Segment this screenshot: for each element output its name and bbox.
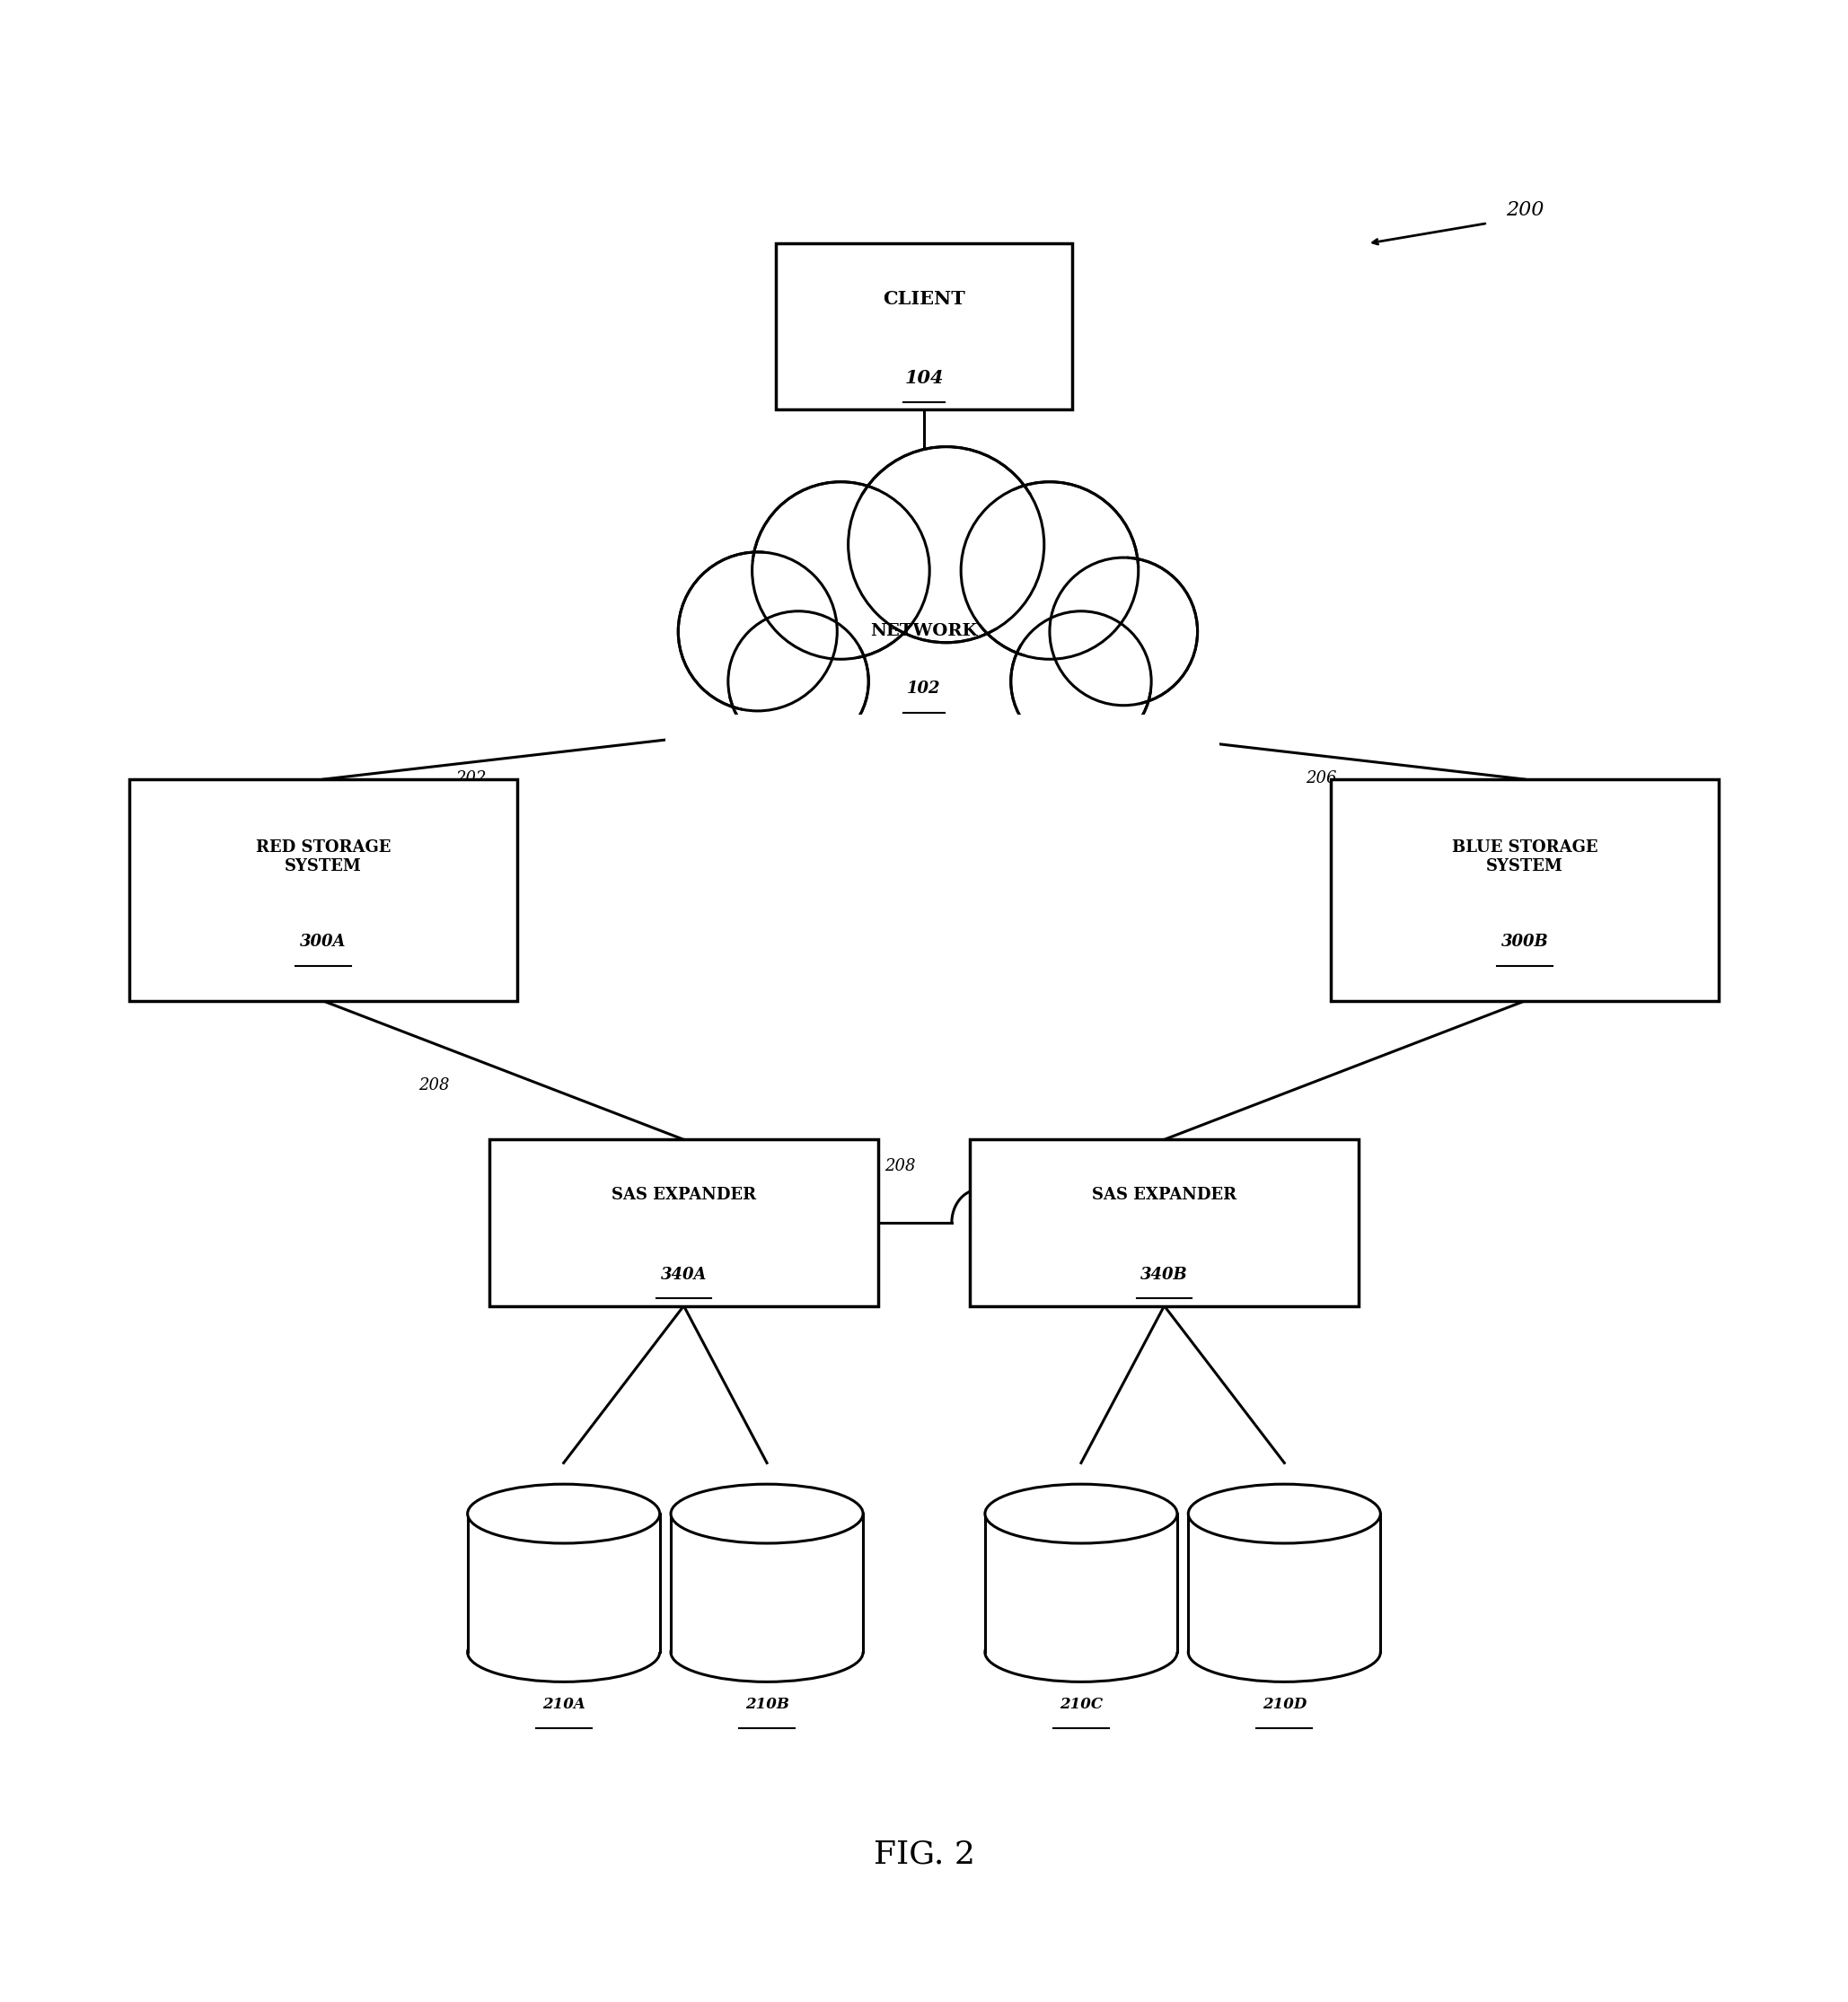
Text: 202: 202	[456, 771, 486, 787]
Text: 208: 208	[419, 1077, 449, 1093]
Circle shape	[737, 619, 859, 743]
Text: 200: 200	[1506, 200, 1543, 220]
Circle shape	[752, 482, 930, 659]
Polygon shape	[468, 1514, 660, 1652]
Text: 104: 104	[904, 370, 944, 386]
FancyBboxPatch shape	[129, 779, 517, 1001]
Ellipse shape	[1188, 1483, 1380, 1544]
Circle shape	[1059, 567, 1188, 697]
Text: NETWORK: NETWORK	[870, 623, 978, 639]
Circle shape	[728, 611, 869, 751]
FancyBboxPatch shape	[776, 244, 1072, 410]
Circle shape	[1020, 619, 1142, 743]
Polygon shape	[985, 1514, 1177, 1652]
Polygon shape	[665, 715, 1220, 789]
Text: 208: 208	[885, 1159, 915, 1175]
Text: 300B: 300B	[1501, 933, 1549, 951]
Polygon shape	[671, 1514, 863, 1652]
Ellipse shape	[1188, 1624, 1380, 1682]
Text: FIG. 2: FIG. 2	[874, 1840, 974, 1870]
Text: SAS EXPANDER: SAS EXPANDER	[1092, 1187, 1236, 1203]
Text: 210A: 210A	[541, 1696, 586, 1712]
Text: CLIENT: CLIENT	[883, 290, 965, 308]
Ellipse shape	[468, 1624, 660, 1682]
Circle shape	[859, 458, 1033, 631]
Circle shape	[961, 482, 1138, 659]
FancyBboxPatch shape	[1331, 779, 1719, 1001]
Ellipse shape	[985, 1624, 1177, 1682]
Text: 206: 206	[1307, 771, 1336, 787]
Circle shape	[1011, 611, 1151, 751]
Text: 300A: 300A	[299, 933, 347, 951]
Circle shape	[1050, 559, 1198, 705]
FancyBboxPatch shape	[490, 1139, 878, 1305]
Circle shape	[687, 563, 828, 701]
Ellipse shape	[671, 1483, 863, 1544]
Text: SAS EXPANDER: SAS EXPANDER	[612, 1187, 756, 1203]
Ellipse shape	[985, 1483, 1177, 1544]
Circle shape	[972, 492, 1127, 649]
Text: 210B: 210B	[745, 1696, 789, 1712]
Text: 210D: 210D	[1262, 1696, 1307, 1712]
Text: 340A: 340A	[660, 1267, 708, 1283]
Text: 102: 102	[907, 681, 941, 697]
Circle shape	[848, 446, 1044, 643]
Ellipse shape	[671, 1624, 863, 1682]
Text: 340B: 340B	[1140, 1267, 1188, 1283]
Circle shape	[763, 492, 918, 649]
Text: RED STORAGE
SYSTEM: RED STORAGE SYSTEM	[255, 839, 392, 875]
Text: BLUE STORAGE
SYSTEM: BLUE STORAGE SYSTEM	[1453, 839, 1597, 875]
FancyBboxPatch shape	[970, 1139, 1358, 1305]
Polygon shape	[1188, 1514, 1380, 1652]
Text: 210C: 210C	[1059, 1696, 1103, 1712]
Circle shape	[678, 553, 837, 711]
Ellipse shape	[468, 1483, 660, 1544]
